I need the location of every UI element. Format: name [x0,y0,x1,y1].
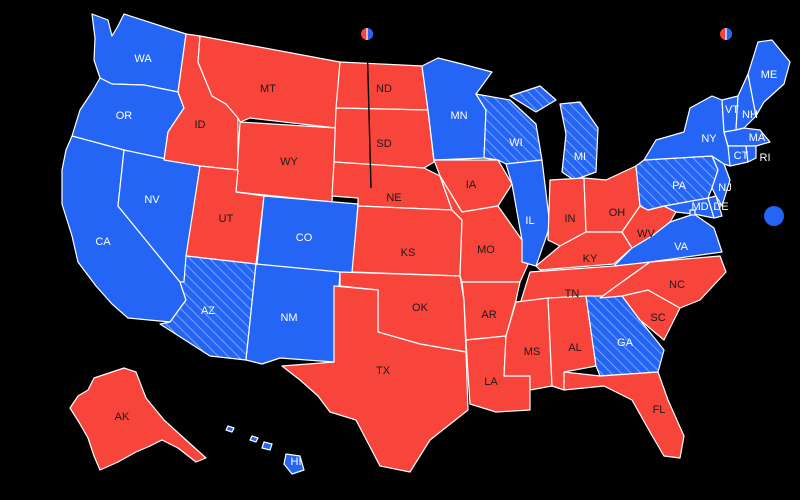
state-TX[interactable] [281,285,469,473]
dc-marker-dot-icon[interactable] [764,206,784,226]
state-MN[interactable] [421,57,493,161]
state-RI[interactable] [745,145,757,163]
state-NH[interactable] [735,73,757,131]
state-IL[interactable] [505,159,551,267]
state-HI[interactable] [225,425,305,475]
state-AK[interactable] [69,367,207,471]
state-SD[interactable] [333,107,435,169]
state-WY[interactable] [235,121,337,203]
state-KS[interactable] [351,205,463,277]
state-ND[interactable] [335,61,429,111]
state-NC[interactable] [599,255,727,309]
state-WA[interactable] [91,13,187,93]
maine-district-marker-line [727,37,749,63]
state-CT[interactable] [727,145,749,167]
state-FL[interactable] [563,371,685,459]
state-MA[interactable] [723,127,771,147]
state-NJ[interactable] [711,155,731,207]
state-label-RI: RI [760,152,771,164]
state-DE[interactable] [707,195,723,219]
split-district-marker-icon[interactable] [720,28,732,40]
state-DC[interactable] [689,209,696,216]
nebraska-district-marker-line [366,37,372,189]
state-MI[interactable] [509,85,599,181]
state-NM[interactable] [245,263,341,365]
state-ME[interactable] [747,39,791,117]
split-district-marker-icon[interactable] [361,28,373,40]
